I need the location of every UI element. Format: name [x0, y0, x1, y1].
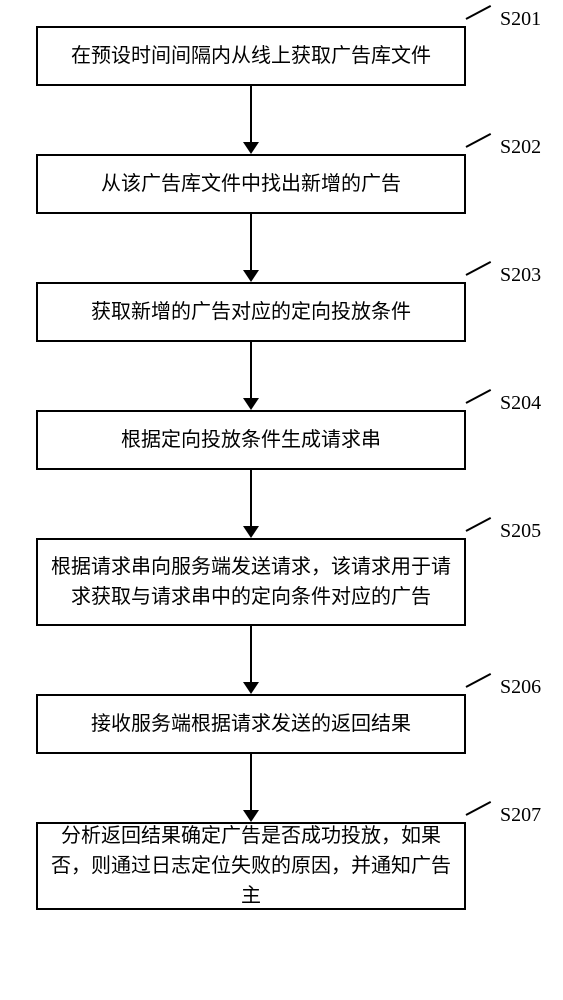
- flowchart-step-1: 在预设时间间隔内从线上获取广告库文件: [36, 26, 466, 86]
- label-connector: [466, 801, 492, 816]
- flowchart-step-2: 从该广告库文件中找出新增的广告: [36, 154, 466, 214]
- label-connector: [466, 673, 492, 688]
- arrow-head: [243, 526, 259, 538]
- step-label-S201: S201: [500, 8, 541, 31]
- step-text: 在预设时间间隔内从线上获取广告库文件: [71, 41, 431, 71]
- flowchart-step-7: 分析返回结果确定广告是否成功投放，如果否，则通过日志定位失败的原因，并通知广告主: [36, 822, 466, 910]
- flowchart-step-3: 获取新增的广告对应的定向投放条件: [36, 282, 466, 342]
- arrow-head: [243, 142, 259, 154]
- step-text: 接收服务端根据请求发送的返回结果: [91, 709, 411, 739]
- arrow-head: [243, 810, 259, 822]
- step-label-S205: S205: [500, 520, 541, 543]
- arrow-shaft: [250, 626, 252, 682]
- label-connector: [466, 133, 492, 148]
- label-connector: [466, 389, 492, 404]
- arrow-shaft: [250, 754, 252, 810]
- step-label-S202: S202: [500, 136, 541, 159]
- step-text: 获取新增的广告对应的定向投放条件: [91, 297, 411, 327]
- label-connector: [466, 261, 492, 276]
- flowchart-step-5: 根据请求串向服务端发送请求，该请求用于请求获取与请求串中的定向条件对应的广告: [36, 538, 466, 626]
- arrow-shaft: [250, 342, 252, 398]
- arrow-shaft: [250, 214, 252, 270]
- step-label-S206: S206: [500, 676, 541, 699]
- step-text: 分析返回结果确定广告是否成功投放，如果否，则通过日志定位失败的原因，并通知广告主: [50, 821, 452, 911]
- step-label-S207: S207: [500, 804, 541, 827]
- arrow-shaft: [250, 470, 252, 526]
- arrow-head: [243, 682, 259, 694]
- label-connector: [466, 5, 492, 20]
- step-text: 从该广告库文件中找出新增的广告: [101, 169, 401, 199]
- label-connector: [466, 517, 492, 532]
- arrow-head: [243, 270, 259, 282]
- step-label-S204: S204: [500, 392, 541, 415]
- step-text: 根据请求串向服务端发送请求，该请求用于请求获取与请求串中的定向条件对应的广告: [50, 552, 452, 612]
- flowchart-step-4: 根据定向投放条件生成请求串: [36, 410, 466, 470]
- arrow-shaft: [250, 86, 252, 142]
- arrow-head: [243, 398, 259, 410]
- flowchart-step-6: 接收服务端根据请求发送的返回结果: [36, 694, 466, 754]
- step-label-S203: S203: [500, 264, 541, 287]
- step-text: 根据定向投放条件生成请求串: [121, 425, 381, 455]
- flowchart-container: 在预设时间间隔内从线上获取广告库文件 S201 从该广告库文件中找出新增的广告 S20…: [0, 0, 563, 1000]
